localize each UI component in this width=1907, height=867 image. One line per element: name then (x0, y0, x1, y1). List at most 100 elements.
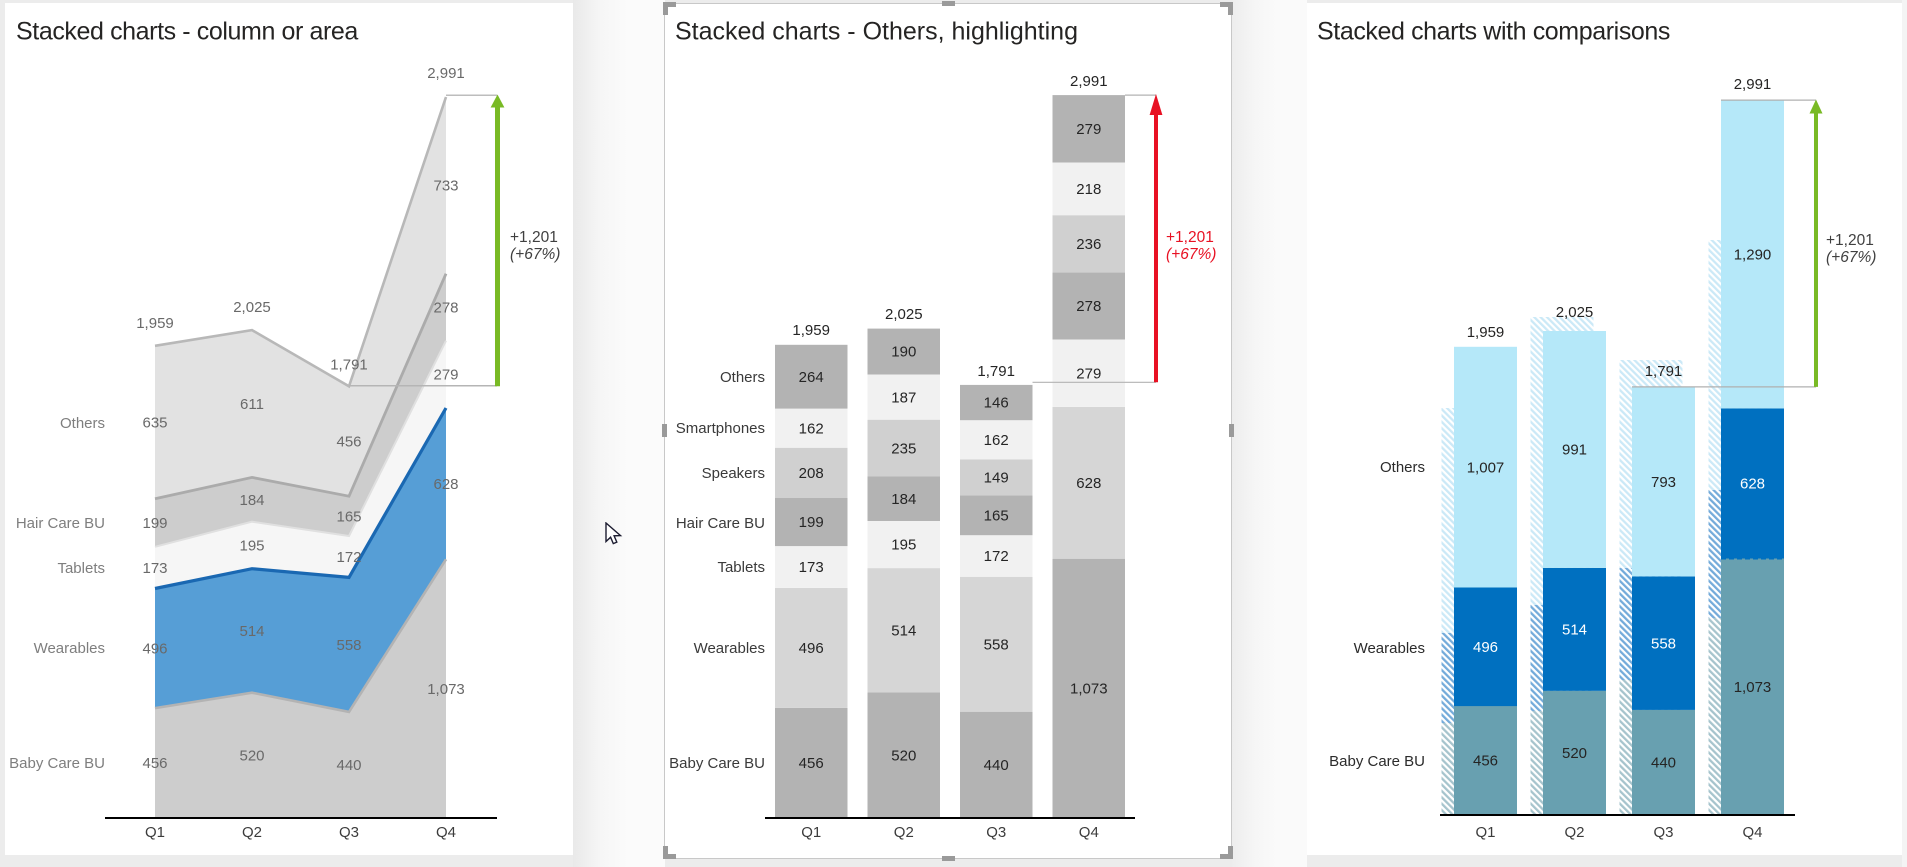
svg-text:+1,201: +1,201 (510, 229, 558, 246)
svg-text:184: 184 (891, 491, 916, 508)
svg-text:2,991: 2,991 (1734, 76, 1772, 93)
svg-text:Stacked charts with comparison: Stacked charts with comparisons (1317, 18, 1670, 46)
svg-text:172: 172 (336, 549, 361, 566)
svg-text:628: 628 (433, 476, 458, 493)
svg-text:Others: Others (60, 415, 105, 432)
svg-text:Wearables: Wearables (34, 640, 105, 657)
svg-text:1,791: 1,791 (977, 363, 1015, 380)
svg-text:2,991: 2,991 (1070, 73, 1108, 90)
svg-text:520: 520 (891, 747, 916, 764)
svg-text:456: 456 (1473, 753, 1498, 770)
svg-text:520: 520 (239, 748, 264, 765)
svg-text:279: 279 (1076, 365, 1101, 382)
svg-text:440: 440 (336, 757, 361, 774)
svg-text:195: 195 (891, 537, 916, 554)
svg-text:Q4: Q4 (1742, 824, 1762, 841)
svg-text:Others: Others (720, 369, 765, 386)
svg-text:2,025: 2,025 (1556, 304, 1594, 321)
svg-text:172: 172 (984, 548, 1009, 565)
svg-text:(+67%): (+67%) (1826, 249, 1876, 266)
svg-text:558: 558 (1651, 635, 1676, 652)
svg-text:558: 558 (336, 637, 361, 654)
svg-text:1,791: 1,791 (1645, 363, 1683, 380)
svg-text:199: 199 (142, 515, 167, 532)
svg-text:195: 195 (239, 537, 264, 554)
svg-text:514: 514 (239, 623, 264, 640)
svg-text:1,073: 1,073 (1070, 681, 1108, 698)
svg-text:165: 165 (336, 508, 361, 525)
svg-text:2,025: 2,025 (233, 299, 271, 316)
svg-text:514: 514 (1562, 622, 1587, 639)
svg-text:558: 558 (984, 636, 1009, 653)
svg-text:Speakers: Speakers (702, 465, 765, 482)
svg-text:733: 733 (433, 178, 458, 195)
svg-text:236: 236 (1076, 236, 1101, 253)
svg-text:Q2: Q2 (242, 824, 262, 841)
svg-text:Hair Care BU: Hair Care BU (676, 515, 765, 532)
svg-text:Wearables: Wearables (1354, 640, 1425, 657)
svg-text:Tablets: Tablets (57, 560, 105, 577)
svg-text:Q4: Q4 (1079, 824, 1099, 841)
svg-text:1,073: 1,073 (427, 681, 465, 698)
svg-text:793: 793 (1651, 474, 1676, 491)
svg-text:440: 440 (1651, 755, 1676, 772)
svg-text:279: 279 (1076, 121, 1101, 138)
svg-text:Stacked charts - Others, highl: Stacked charts - Others, highlighting (675, 18, 1078, 46)
svg-text:Q1: Q1 (145, 824, 165, 841)
svg-text:1,007: 1,007 (1467, 459, 1505, 476)
svg-text:Q1: Q1 (1475, 824, 1495, 841)
svg-text:146: 146 (984, 395, 1009, 412)
svg-text:235: 235 (891, 440, 916, 457)
svg-text:162: 162 (799, 420, 824, 437)
svg-text:Q3: Q3 (986, 824, 1006, 841)
svg-text:496: 496 (799, 640, 824, 657)
svg-text:2,025: 2,025 (885, 306, 923, 323)
svg-text:520: 520 (1562, 745, 1587, 762)
svg-text:279: 279 (433, 367, 458, 384)
svg-text:635: 635 (142, 415, 167, 432)
svg-text:Baby Care BU: Baby Care BU (9, 755, 105, 772)
svg-text:Q1: Q1 (801, 824, 821, 841)
svg-text:496: 496 (1473, 639, 1498, 656)
svg-text:Q3: Q3 (339, 824, 359, 841)
svg-text:514: 514 (891, 622, 916, 639)
svg-text:Q3: Q3 (1653, 824, 1673, 841)
svg-text:Baby Care BU: Baby Care BU (1329, 753, 1425, 770)
svg-text:628: 628 (1740, 476, 1765, 493)
svg-text:611: 611 (240, 396, 264, 413)
svg-text:Baby Care BU: Baby Care BU (669, 755, 765, 772)
svg-text:456: 456 (799, 755, 824, 772)
svg-text:Tablets: Tablets (717, 559, 765, 576)
svg-text:Others: Others (1380, 459, 1425, 476)
svg-text:149: 149 (984, 470, 1009, 487)
svg-text:264: 264 (799, 369, 824, 386)
svg-text:Stacked charts - column or are: Stacked charts - column or area (16, 18, 358, 46)
svg-text:Wearables: Wearables (694, 640, 765, 657)
svg-text:440: 440 (984, 757, 1009, 774)
svg-text:1,959: 1,959 (1467, 324, 1505, 341)
svg-text:991: 991 (1562, 442, 1587, 459)
svg-text:1,791: 1,791 (330, 357, 368, 374)
svg-text:165: 165 (984, 508, 1009, 525)
svg-text:Hair Care BU: Hair Care BU (16, 515, 105, 532)
svg-text:278: 278 (433, 299, 458, 316)
svg-text:278: 278 (1076, 298, 1101, 315)
svg-text:218: 218 (1076, 181, 1101, 198)
svg-text:162: 162 (984, 432, 1009, 449)
svg-text:456: 456 (142, 755, 167, 772)
svg-text:Q2: Q2 (894, 824, 914, 841)
svg-text:+1,201: +1,201 (1826, 232, 1874, 249)
svg-text:190: 190 (891, 344, 916, 361)
svg-text:628: 628 (1076, 475, 1101, 492)
svg-text:173: 173 (142, 560, 167, 577)
svg-text:456: 456 (336, 433, 361, 450)
svg-text:187: 187 (891, 389, 916, 406)
svg-text:2,991: 2,991 (427, 65, 465, 82)
svg-text:496: 496 (142, 641, 167, 658)
svg-text:184: 184 (239, 492, 264, 509)
svg-text:1,073: 1,073 (1734, 679, 1772, 696)
svg-text:199: 199 (799, 514, 824, 531)
svg-text:Smartphones: Smartphones (676, 420, 765, 437)
svg-text:(+67%): (+67%) (510, 246, 560, 263)
svg-text:1,959: 1,959 (136, 315, 174, 332)
